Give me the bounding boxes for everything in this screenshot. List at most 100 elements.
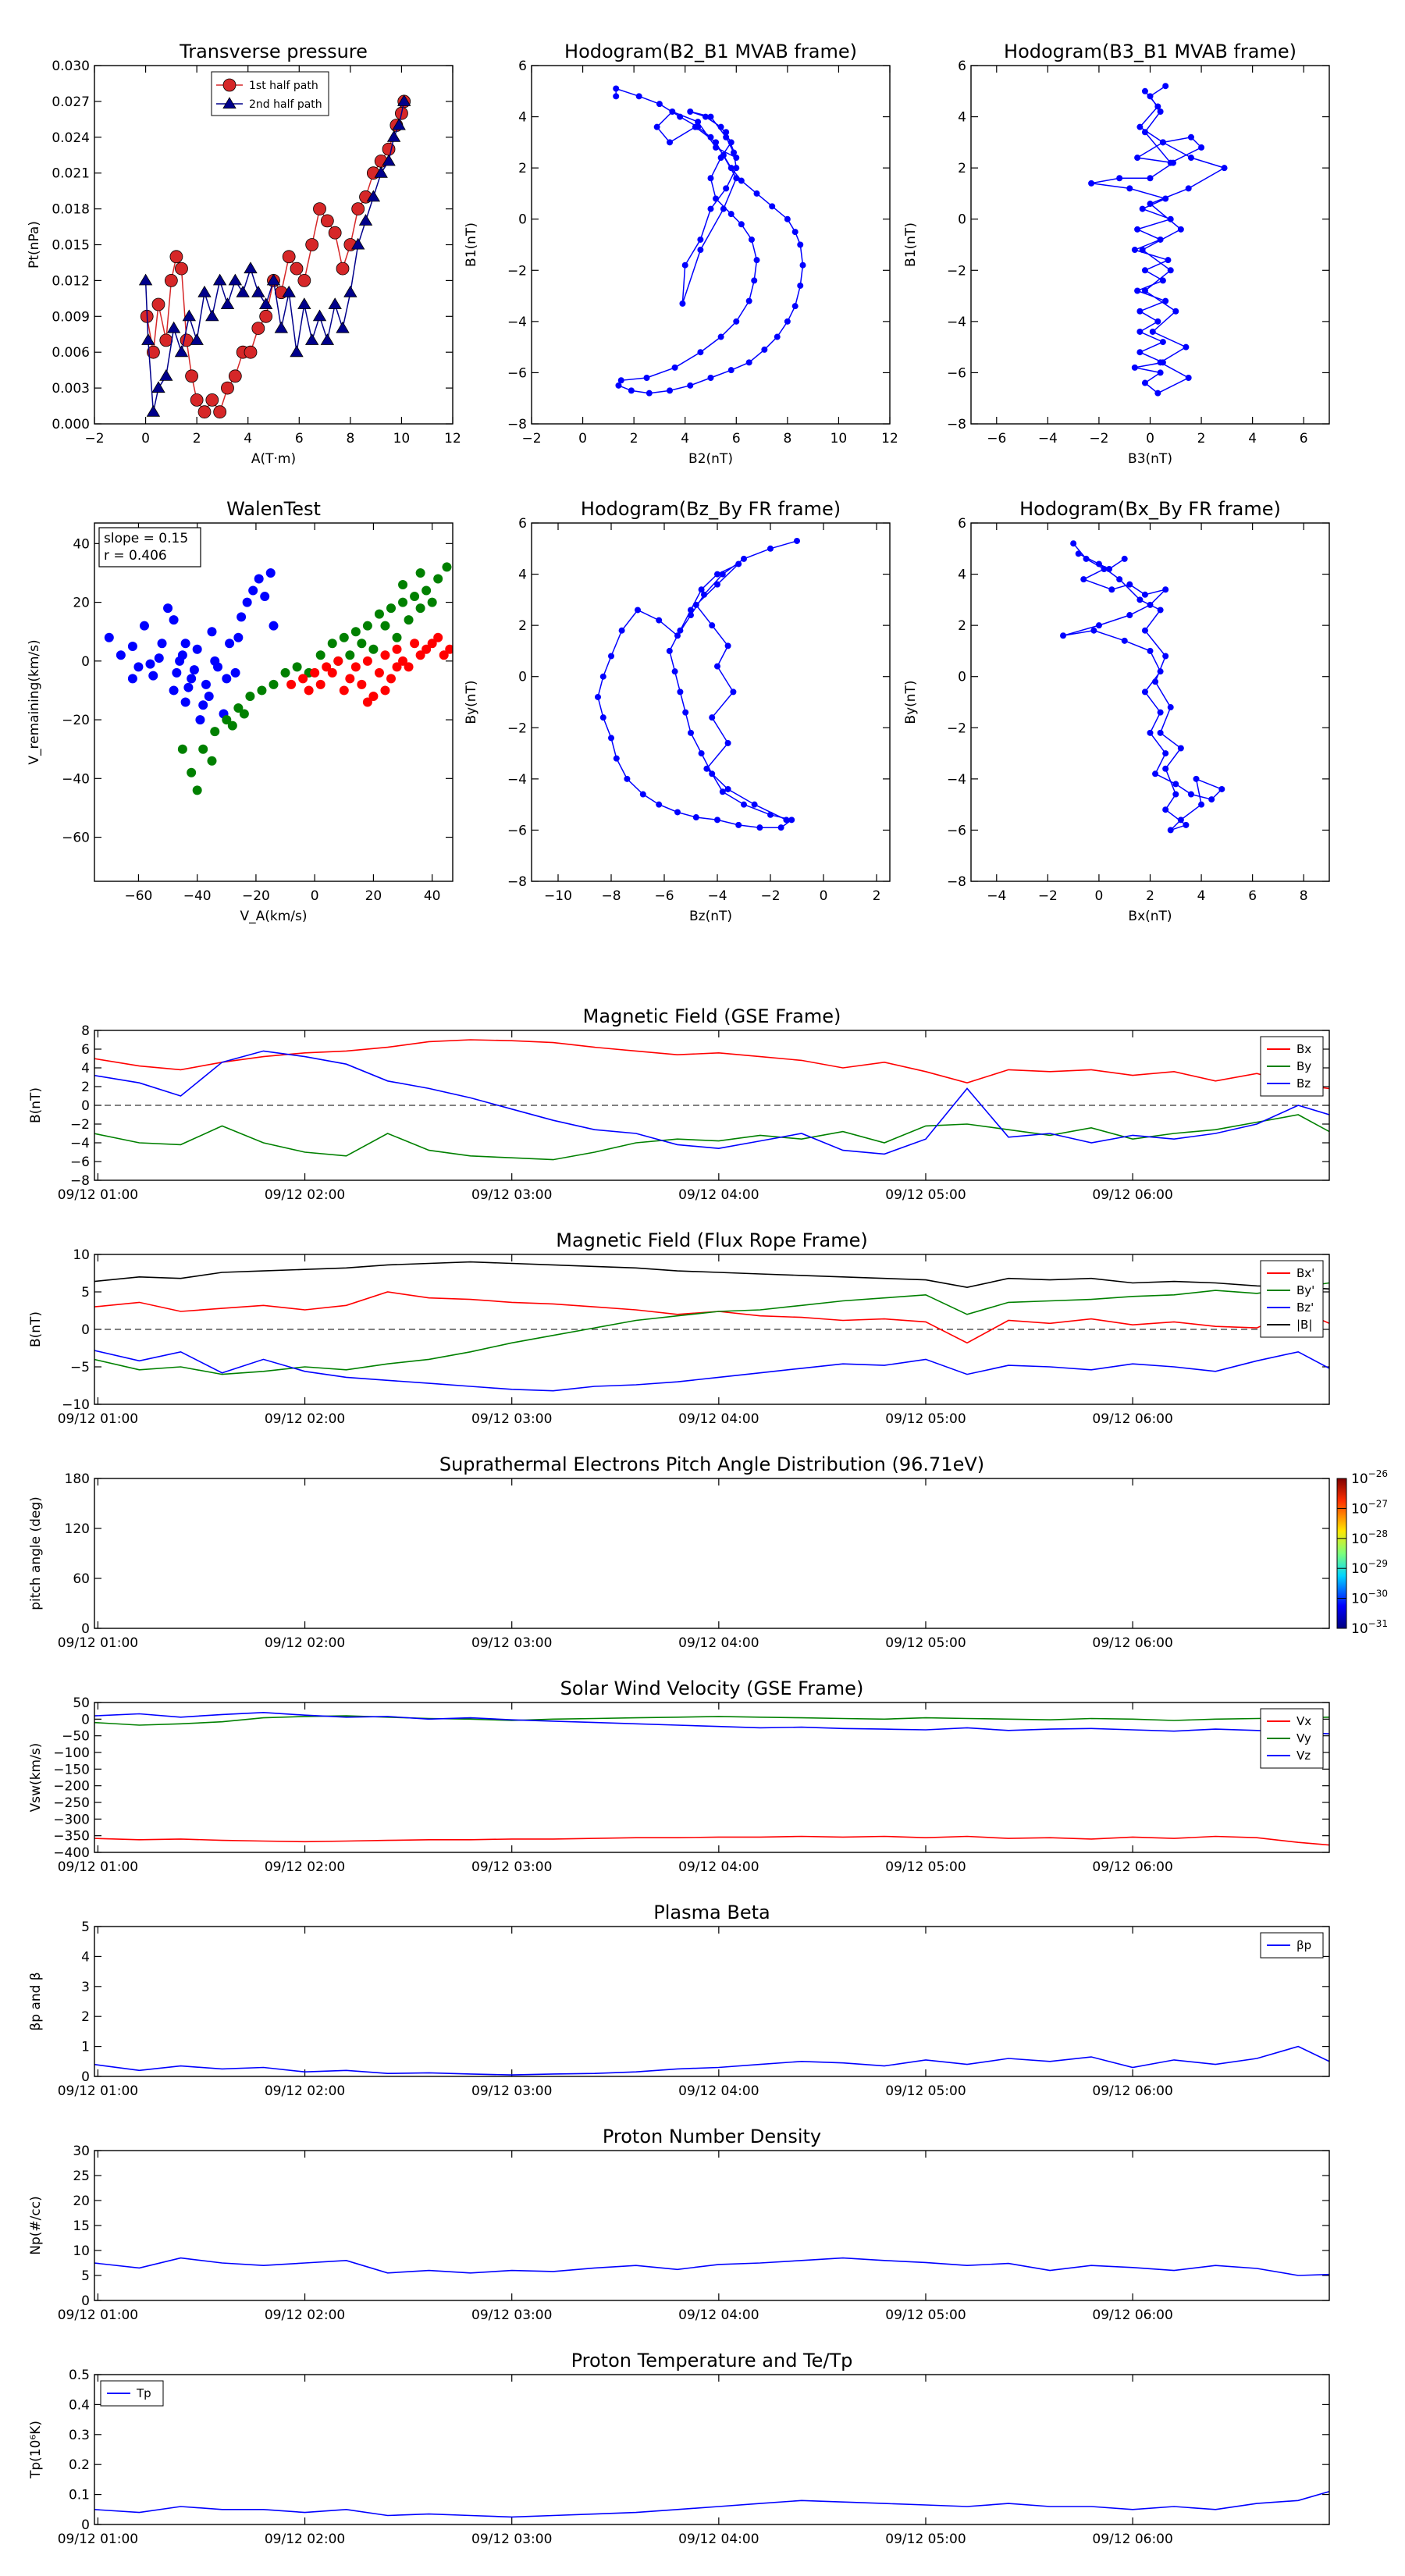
x-tick-label: 40 (424, 888, 441, 904)
data-point (1106, 566, 1113, 573)
data-point (1116, 175, 1123, 182)
x-tick-label: 2 (630, 431, 638, 447)
data-point (1136, 349, 1144, 356)
data-point (427, 597, 437, 607)
y-tick-label: 6 (518, 516, 527, 532)
data-point (380, 650, 390, 660)
data-point (266, 273, 281, 286)
x-axis-label: B2(nT) (688, 451, 733, 467)
data-point (751, 801, 758, 808)
x-tick-label: −2 (521, 431, 541, 447)
data-point (127, 674, 137, 684)
data-point (1060, 632, 1067, 639)
data-point (410, 639, 420, 649)
hodogram-line (1062, 543, 1223, 831)
y-tick-label: −200 (53, 1779, 90, 1795)
x-tick-label: 09/12 01:00 (58, 1859, 138, 1875)
data-point (242, 597, 252, 607)
plot-content (94, 1261, 1329, 1392)
y-tick-label: 2 (958, 618, 966, 634)
data-point (688, 729, 694, 736)
data-point (1141, 379, 1148, 386)
x-tick-label: 09/12 01:00 (58, 1411, 138, 1427)
data-point (723, 185, 730, 192)
y-tick-label: −6 (70, 1155, 90, 1170)
data-point (415, 650, 425, 660)
data-point (1162, 750, 1169, 757)
data-point (1157, 607, 1164, 614)
y-tick-label: 10 (73, 2243, 90, 2259)
data-point (350, 237, 365, 250)
data-point (687, 109, 694, 116)
data-point (351, 202, 365, 216)
x-tick-label: −40 (183, 888, 212, 904)
y-tick-label: 0 (518, 670, 527, 685)
data-point (698, 586, 705, 593)
colorbar-tick-label: 10−29 (1351, 1558, 1388, 1577)
y-tick-label: 8 (81, 1023, 90, 1039)
data-point (345, 650, 355, 660)
data-point (677, 113, 684, 120)
series-line-By' (94, 1282, 1329, 1375)
data-point (1090, 627, 1097, 634)
data-point (336, 321, 350, 333)
data-point (207, 627, 217, 637)
data-point (1083, 555, 1090, 562)
data-point (1134, 226, 1141, 233)
data-point (260, 592, 270, 602)
data-point (227, 720, 237, 731)
data-point (298, 674, 308, 684)
colorbar-tick-label: 10−31 (1351, 1618, 1388, 1637)
data-point (368, 644, 379, 654)
y-tick-label: −4 (947, 772, 966, 788)
x-tick-label: −6 (654, 888, 674, 904)
y-tick-label: 0 (81, 1621, 90, 1637)
y-axis-label: Tp(10⁶K) (28, 2421, 44, 2479)
data-point (265, 568, 276, 578)
x-tick-label: 2 (1197, 431, 1206, 447)
data-point (713, 139, 720, 146)
legend-label: Bz (1297, 1076, 1311, 1091)
data-point (1162, 653, 1169, 660)
y-tick-label: 4 (81, 1949, 90, 1965)
x-axis-label: V_A(km/s) (240, 909, 307, 924)
data-point (187, 767, 197, 777)
data-point (714, 663, 720, 670)
y-tick-label: 20 (73, 596, 90, 611)
plot-frame (94, 1030, 1330, 1181)
x-tick-label: 8 (1300, 888, 1308, 904)
x-tick-label: 09/12 02:00 (265, 2532, 345, 2547)
data-point (727, 165, 735, 172)
y-tick-label: 5 (81, 1285, 90, 1300)
data-point (290, 345, 304, 358)
data-point (280, 667, 290, 678)
data-point (1157, 668, 1164, 675)
data-point (1116, 576, 1123, 583)
data-point (719, 788, 726, 795)
chart-ts_fr: Magnetic Field (Flux Rope Frame) −10 −5 0 5 1… (28, 1229, 1330, 1427)
data-point (692, 814, 699, 821)
x-tick-label: 09/12 03:00 (471, 1635, 552, 1651)
data-point (251, 285, 265, 297)
data-point (410, 592, 420, 602)
x-tick-label: 6 (732, 431, 741, 447)
data-point (180, 697, 190, 707)
x-tick-label: 09/12 05:00 (885, 2307, 966, 2323)
data-point (382, 142, 396, 156)
data-point (382, 154, 396, 166)
data-point (697, 247, 704, 254)
chart-title: WalenTest (226, 498, 321, 520)
data-point (794, 537, 800, 544)
colorbar-exponent: −27 (1368, 1498, 1388, 1509)
y-tick-label: −4 (947, 315, 966, 330)
data-point (1218, 785, 1225, 792)
series-line-Vz (94, 1711, 1329, 1735)
data-point (1162, 83, 1169, 90)
data-point (656, 101, 663, 108)
legend: βp (1260, 1932, 1324, 1959)
y-tick-label: 0.006 (52, 345, 90, 361)
data-point (788, 817, 795, 824)
y-tick-label: −400 (53, 1845, 90, 1861)
data-point (756, 824, 763, 831)
y-tick-label: −2 (507, 263, 527, 279)
